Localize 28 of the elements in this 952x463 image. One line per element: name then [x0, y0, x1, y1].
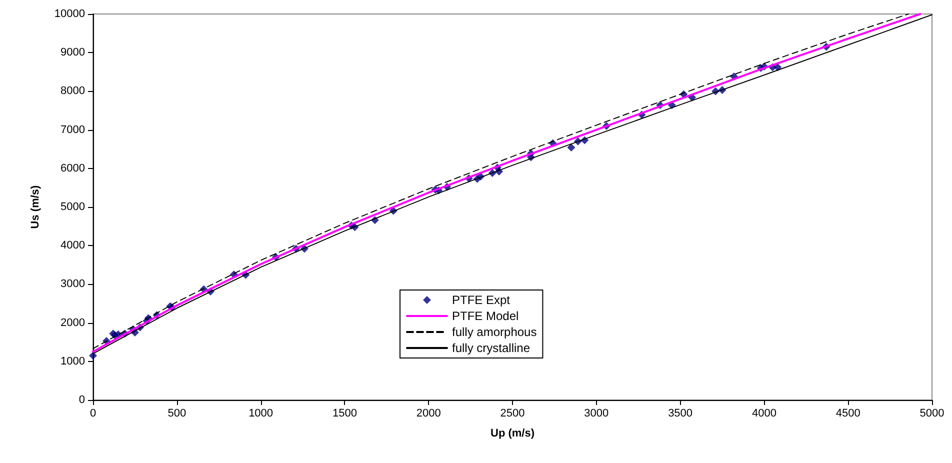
x-tick-label: 1000: [248, 408, 274, 420]
legend-label: fully amorphous: [452, 325, 537, 339]
x-tick-label: 2000: [416, 408, 441, 420]
y-tick-label: 8000: [60, 85, 85, 98]
y-tick-label: 3000: [60, 278, 85, 290]
x-tick-label: 2500: [500, 408, 525, 420]
x-tick-label: 3500: [668, 408, 693, 420]
x-tick-label: 1500: [332, 408, 357, 420]
x-tick-label: 5000: [920, 408, 944, 420]
y-tick-label: 4000: [60, 240, 85, 252]
x-axis-title: Up (m/s): [490, 428, 535, 440]
legend-label: PTFE Expt: [452, 293, 511, 307]
x-tick-label: 4000: [752, 408, 776, 420]
y-tick-label: 6000: [60, 162, 85, 174]
x-tick-label: 0: [90, 408, 96, 420]
y-tick-label: 2000: [60, 316, 85, 329]
y-tick-label: 5000: [60, 201, 85, 213]
x-tick-label: 3000: [584, 408, 609, 420]
x-tick-label: 500: [168, 408, 186, 420]
y-tick-label: 1000: [60, 355, 85, 368]
y-tick-label: 9000: [60, 46, 85, 59]
y-tick-label: 10000: [54, 8, 85, 20]
y-axis-title: Us (m/s): [30, 184, 42, 229]
y-tick-label: 0: [78, 394, 85, 406]
y-tick-label: 7000: [60, 124, 85, 136]
x-tick-label: 4500: [836, 408, 860, 420]
legend-label: fully crystalline: [452, 341, 530, 355]
legend-label: PTFE Model: [452, 309, 519, 323]
